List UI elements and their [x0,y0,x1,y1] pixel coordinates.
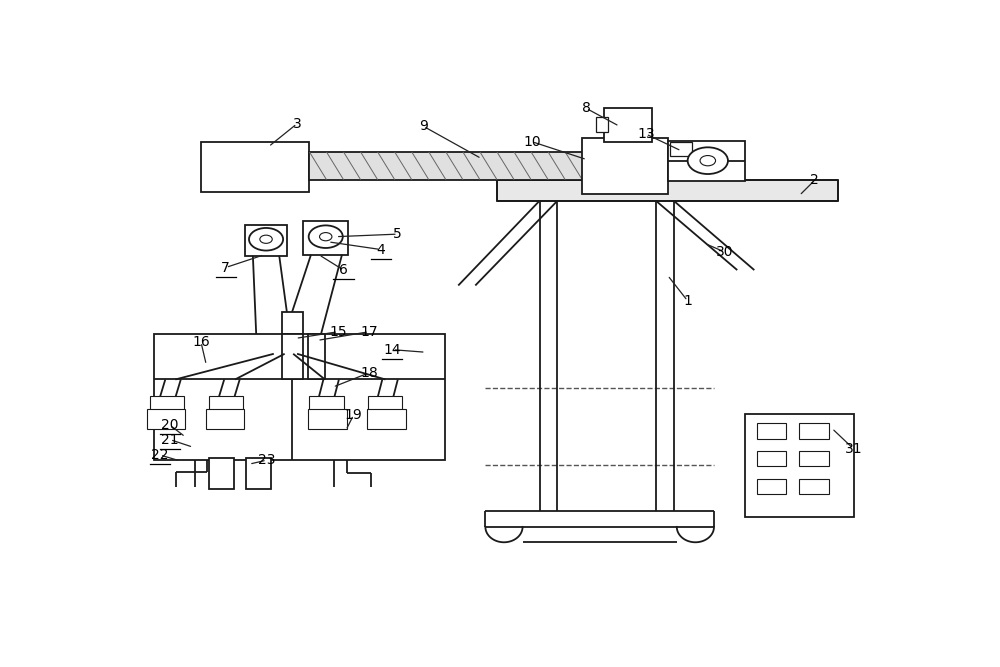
Bar [309,152,737,179]
Text: 15: 15 [329,325,347,339]
Text: 20: 20 [161,418,179,432]
Bar [282,312,303,334]
Circle shape [700,155,716,166]
Bar [308,410,347,429]
Text: 7: 7 [221,261,230,275]
Bar [308,334,325,380]
Bar [497,180,838,201]
Text: 14: 14 [384,343,401,357]
Bar [209,458,234,489]
Bar [367,410,406,429]
Text: 13: 13 [637,127,655,141]
Bar [799,451,829,466]
Text: 31: 31 [845,442,862,456]
Bar [668,141,745,181]
Circle shape [249,228,283,251]
Bar [245,225,287,255]
Text: 8: 8 [582,101,591,115]
Text: 10: 10 [523,135,541,149]
Bar [582,137,668,194]
Bar [209,396,243,412]
Text: 6: 6 [339,263,348,277]
Text: 2: 2 [810,173,819,187]
Bar [757,423,786,438]
Text: 30: 30 [716,245,734,259]
Text: 1: 1 [683,294,692,308]
Text: 17: 17 [360,325,378,339]
Bar [757,479,786,494]
Bar [745,414,854,517]
Text: 9: 9 [419,119,428,133]
Bar [201,141,309,192]
Text: 22: 22 [151,448,169,462]
Text: 5: 5 [393,227,402,241]
Bar [282,334,303,380]
Bar [206,410,244,429]
Text: 18: 18 [360,366,378,380]
Bar [604,108,652,141]
Bar [303,221,348,255]
Bar [670,141,692,156]
Bar [596,117,608,133]
Bar [309,396,344,412]
Text: 21: 21 [161,433,179,446]
Text: 4: 4 [376,243,385,257]
Bar [147,410,185,429]
Bar [799,423,829,438]
Text: 19: 19 [345,408,362,422]
Circle shape [260,235,272,243]
Bar [246,458,271,489]
Bar [799,479,829,494]
Circle shape [688,147,728,174]
Bar [150,396,184,412]
Text: 23: 23 [258,453,276,467]
Text: 3: 3 [293,117,301,131]
Bar [368,396,402,412]
Circle shape [320,233,332,241]
Text: 16: 16 [192,335,210,349]
Bar [757,451,786,466]
Bar [154,334,445,460]
Circle shape [309,225,343,248]
